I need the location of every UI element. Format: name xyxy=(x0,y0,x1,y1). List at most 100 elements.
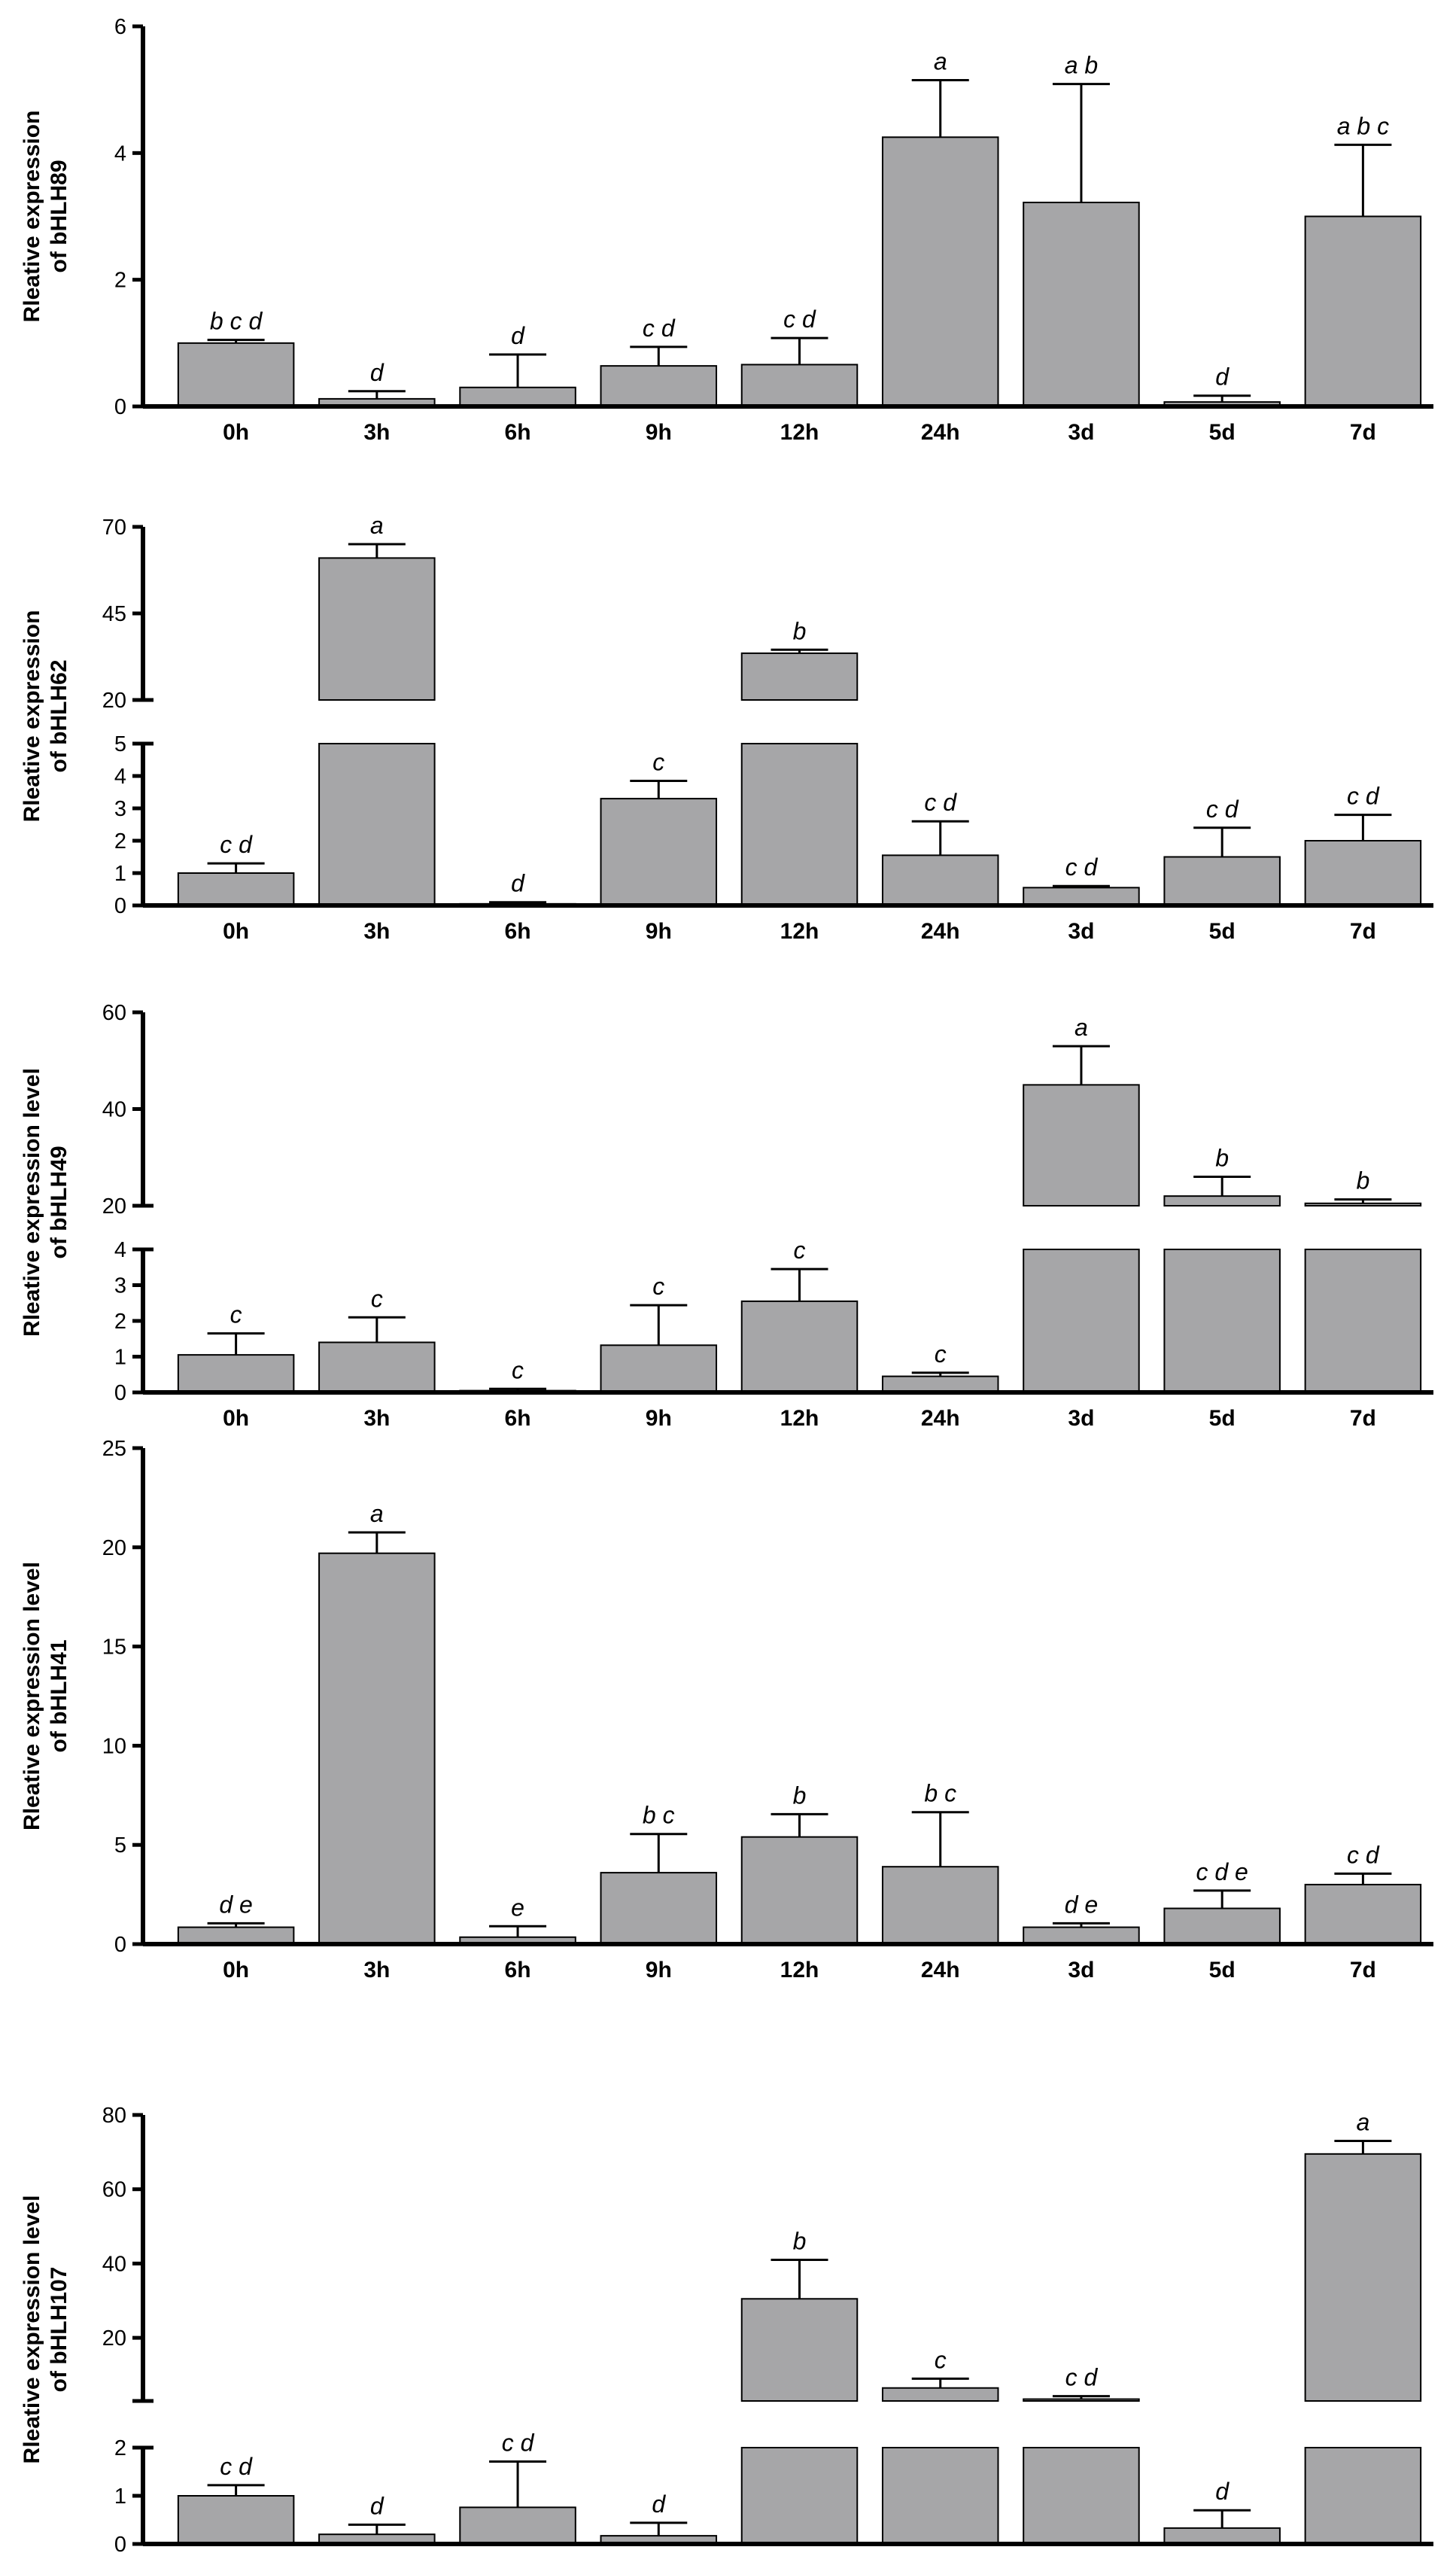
significance-label-3h: c xyxy=(371,1285,383,1312)
bar-lower-3d xyxy=(1023,1249,1140,1393)
y-tick-label-20: 20 xyxy=(102,2326,126,2351)
bar-upper-3h xyxy=(318,557,436,701)
bar-group-6h: d 6h xyxy=(459,322,576,445)
y-tick-label-6: 6 xyxy=(114,15,126,39)
significance-label-7d: a xyxy=(1356,2109,1369,2136)
bar-upper-12h xyxy=(740,2298,859,2402)
bar-group-9h: c 9h xyxy=(600,1273,718,1431)
bar-lower-7d xyxy=(1304,1249,1422,1393)
bar-break-gap-12h xyxy=(739,701,860,743)
bar-group-5d: b 5d xyxy=(1162,1144,1282,1431)
bar-group-24h: a 24h xyxy=(881,48,999,445)
bar-group-3d: a 3d xyxy=(1021,1014,1141,1431)
y-axis-title-line-2: of bHLH89 xyxy=(47,160,71,273)
y-tick-label-5: 5 xyxy=(114,1833,126,1858)
significance-label-3h: a xyxy=(370,1500,384,1527)
significance-label-3d: d e xyxy=(1065,1891,1098,1918)
bar-break-gap-3h xyxy=(317,701,437,743)
x-tick-label-3h: 3h xyxy=(363,420,390,445)
x-tick-label-9h: 9h xyxy=(646,919,672,944)
significance-label-6h: c xyxy=(512,1356,524,1383)
significance-label-0h: c d xyxy=(220,2453,253,2480)
x-tick-label-0h: 0h xyxy=(223,1406,249,1431)
bar-group-5d: c d e 5d xyxy=(1163,1858,1281,1982)
bar-24h xyxy=(881,854,999,906)
x-tick-label-0h: 0h xyxy=(223,919,249,944)
y-axis-title-line-2: of bHLH107 xyxy=(47,2267,71,2393)
x-tick-label-5d: 5d xyxy=(1209,919,1236,944)
bar-group-5d: d 5d xyxy=(1163,364,1281,445)
significance-label-0h: b c d xyxy=(210,308,263,335)
bar-6h xyxy=(459,386,576,407)
y-tick-label-80: 80 xyxy=(102,2104,126,2128)
x-tick-label-3d: 3d xyxy=(1068,1958,1094,1982)
y-tick-label-40: 40 xyxy=(102,1098,126,1122)
bar-3d xyxy=(1023,1926,1140,1945)
y-tick-label-2: 2 xyxy=(114,269,126,293)
bar-upper-7d xyxy=(1304,2153,1422,2402)
x-tick-label-9h: 9h xyxy=(646,1958,672,1982)
significance-label-24h: c d xyxy=(924,789,957,816)
y-tick-label-15: 15 xyxy=(102,1636,126,1660)
significance-label-12h: c d xyxy=(783,306,816,333)
bar-lower-24h xyxy=(881,2447,999,2545)
bar-6h xyxy=(459,2506,576,2545)
x-tick-label-12h: 12h xyxy=(780,420,819,445)
y-tick-label-5: 5 xyxy=(114,732,126,756)
y-tick-label-45: 45 xyxy=(102,602,126,626)
significance-label-5d: c d xyxy=(1206,796,1239,823)
x-tick-label-3h: 3h xyxy=(363,919,390,944)
bar-group-3d: c d 3d xyxy=(1023,854,1140,944)
chart-panel-2: c d 0h a 3h d 6h c 9h b 12h c d 24h c d 3d c d 5d c d 7d 0… xyxy=(20,512,1433,944)
y-tick-label-40: 40 xyxy=(102,2252,126,2276)
y-axis-title-line-2: of bHLH49 xyxy=(47,1146,71,1259)
x-tick-label-7d: 7d xyxy=(1350,420,1376,445)
y-tick-label-3: 3 xyxy=(114,1274,126,1298)
bar-group-6h: c d6h xyxy=(459,2430,576,2545)
y-tick-label-10: 10 xyxy=(102,1734,126,1758)
bar-group-5d: c d 5d xyxy=(1163,796,1281,944)
y-tick-label-2: 2 xyxy=(114,829,126,854)
y-tick-label-1: 1 xyxy=(114,1346,126,1370)
bar-group-0h: c 0h xyxy=(177,1301,295,1431)
y-tick-label-20: 20 xyxy=(102,1194,126,1219)
significance-label-12h: b xyxy=(793,617,807,644)
significance-label-9h: b c xyxy=(643,1802,675,1829)
bar-3h xyxy=(318,1552,436,1945)
x-tick-label-6h: 6h xyxy=(505,420,531,445)
y-tick-label-4: 4 xyxy=(114,1238,126,1262)
bar-0h xyxy=(177,2495,295,2545)
bar-9h xyxy=(600,1344,718,1394)
significance-label-9h: c d xyxy=(643,315,676,342)
significance-label-0h: c d xyxy=(220,831,253,858)
bar-break-gap-5d xyxy=(1162,1207,1282,1249)
x-tick-label-12h: 12h xyxy=(780,919,819,944)
y-axis-title-line-1: Rleative expression xyxy=(20,610,44,823)
x-tick-label-0h: 0h xyxy=(223,420,249,445)
bar-5d xyxy=(1163,2527,1281,2545)
y-tick-label-25: 25 xyxy=(102,1437,126,1461)
significance-label-12h: b xyxy=(793,2227,807,2254)
significance-label-6h: e xyxy=(511,1894,524,1921)
chart-panel-3: c 0h c 3h c 6h c 9h c 12h c 24h a 3d b 5d b 7d 0 1 2 3 4 20 40 60… xyxy=(20,1001,1433,1431)
bar-group-9h: c d 9h xyxy=(600,315,718,445)
y-tick-label-0: 0 xyxy=(114,1381,126,1405)
bar-5d xyxy=(1163,856,1281,906)
y-tick-label-3: 3 xyxy=(114,797,126,821)
x-tick-label-24h: 24h xyxy=(921,1958,960,1982)
bar-lower-5d xyxy=(1163,1249,1281,1393)
x-tick-label-24h: 24h xyxy=(921,919,960,944)
bar-break-gap-3d xyxy=(1021,2402,1141,2447)
significance-label-5d: d xyxy=(1215,364,1230,391)
significance-label-24h: a xyxy=(934,48,947,75)
x-tick-label-9h: 9h xyxy=(646,1406,672,1431)
significance-label-6h: d xyxy=(511,870,525,897)
bar-group-0h: c d 0h xyxy=(177,831,295,944)
y-tick-label-0: 0 xyxy=(114,894,126,918)
bar-group-7d: b 7d xyxy=(1302,1167,1424,1431)
significance-label-0h: d e xyxy=(219,1891,252,1918)
significance-label-5d: d xyxy=(1215,2478,1230,2505)
